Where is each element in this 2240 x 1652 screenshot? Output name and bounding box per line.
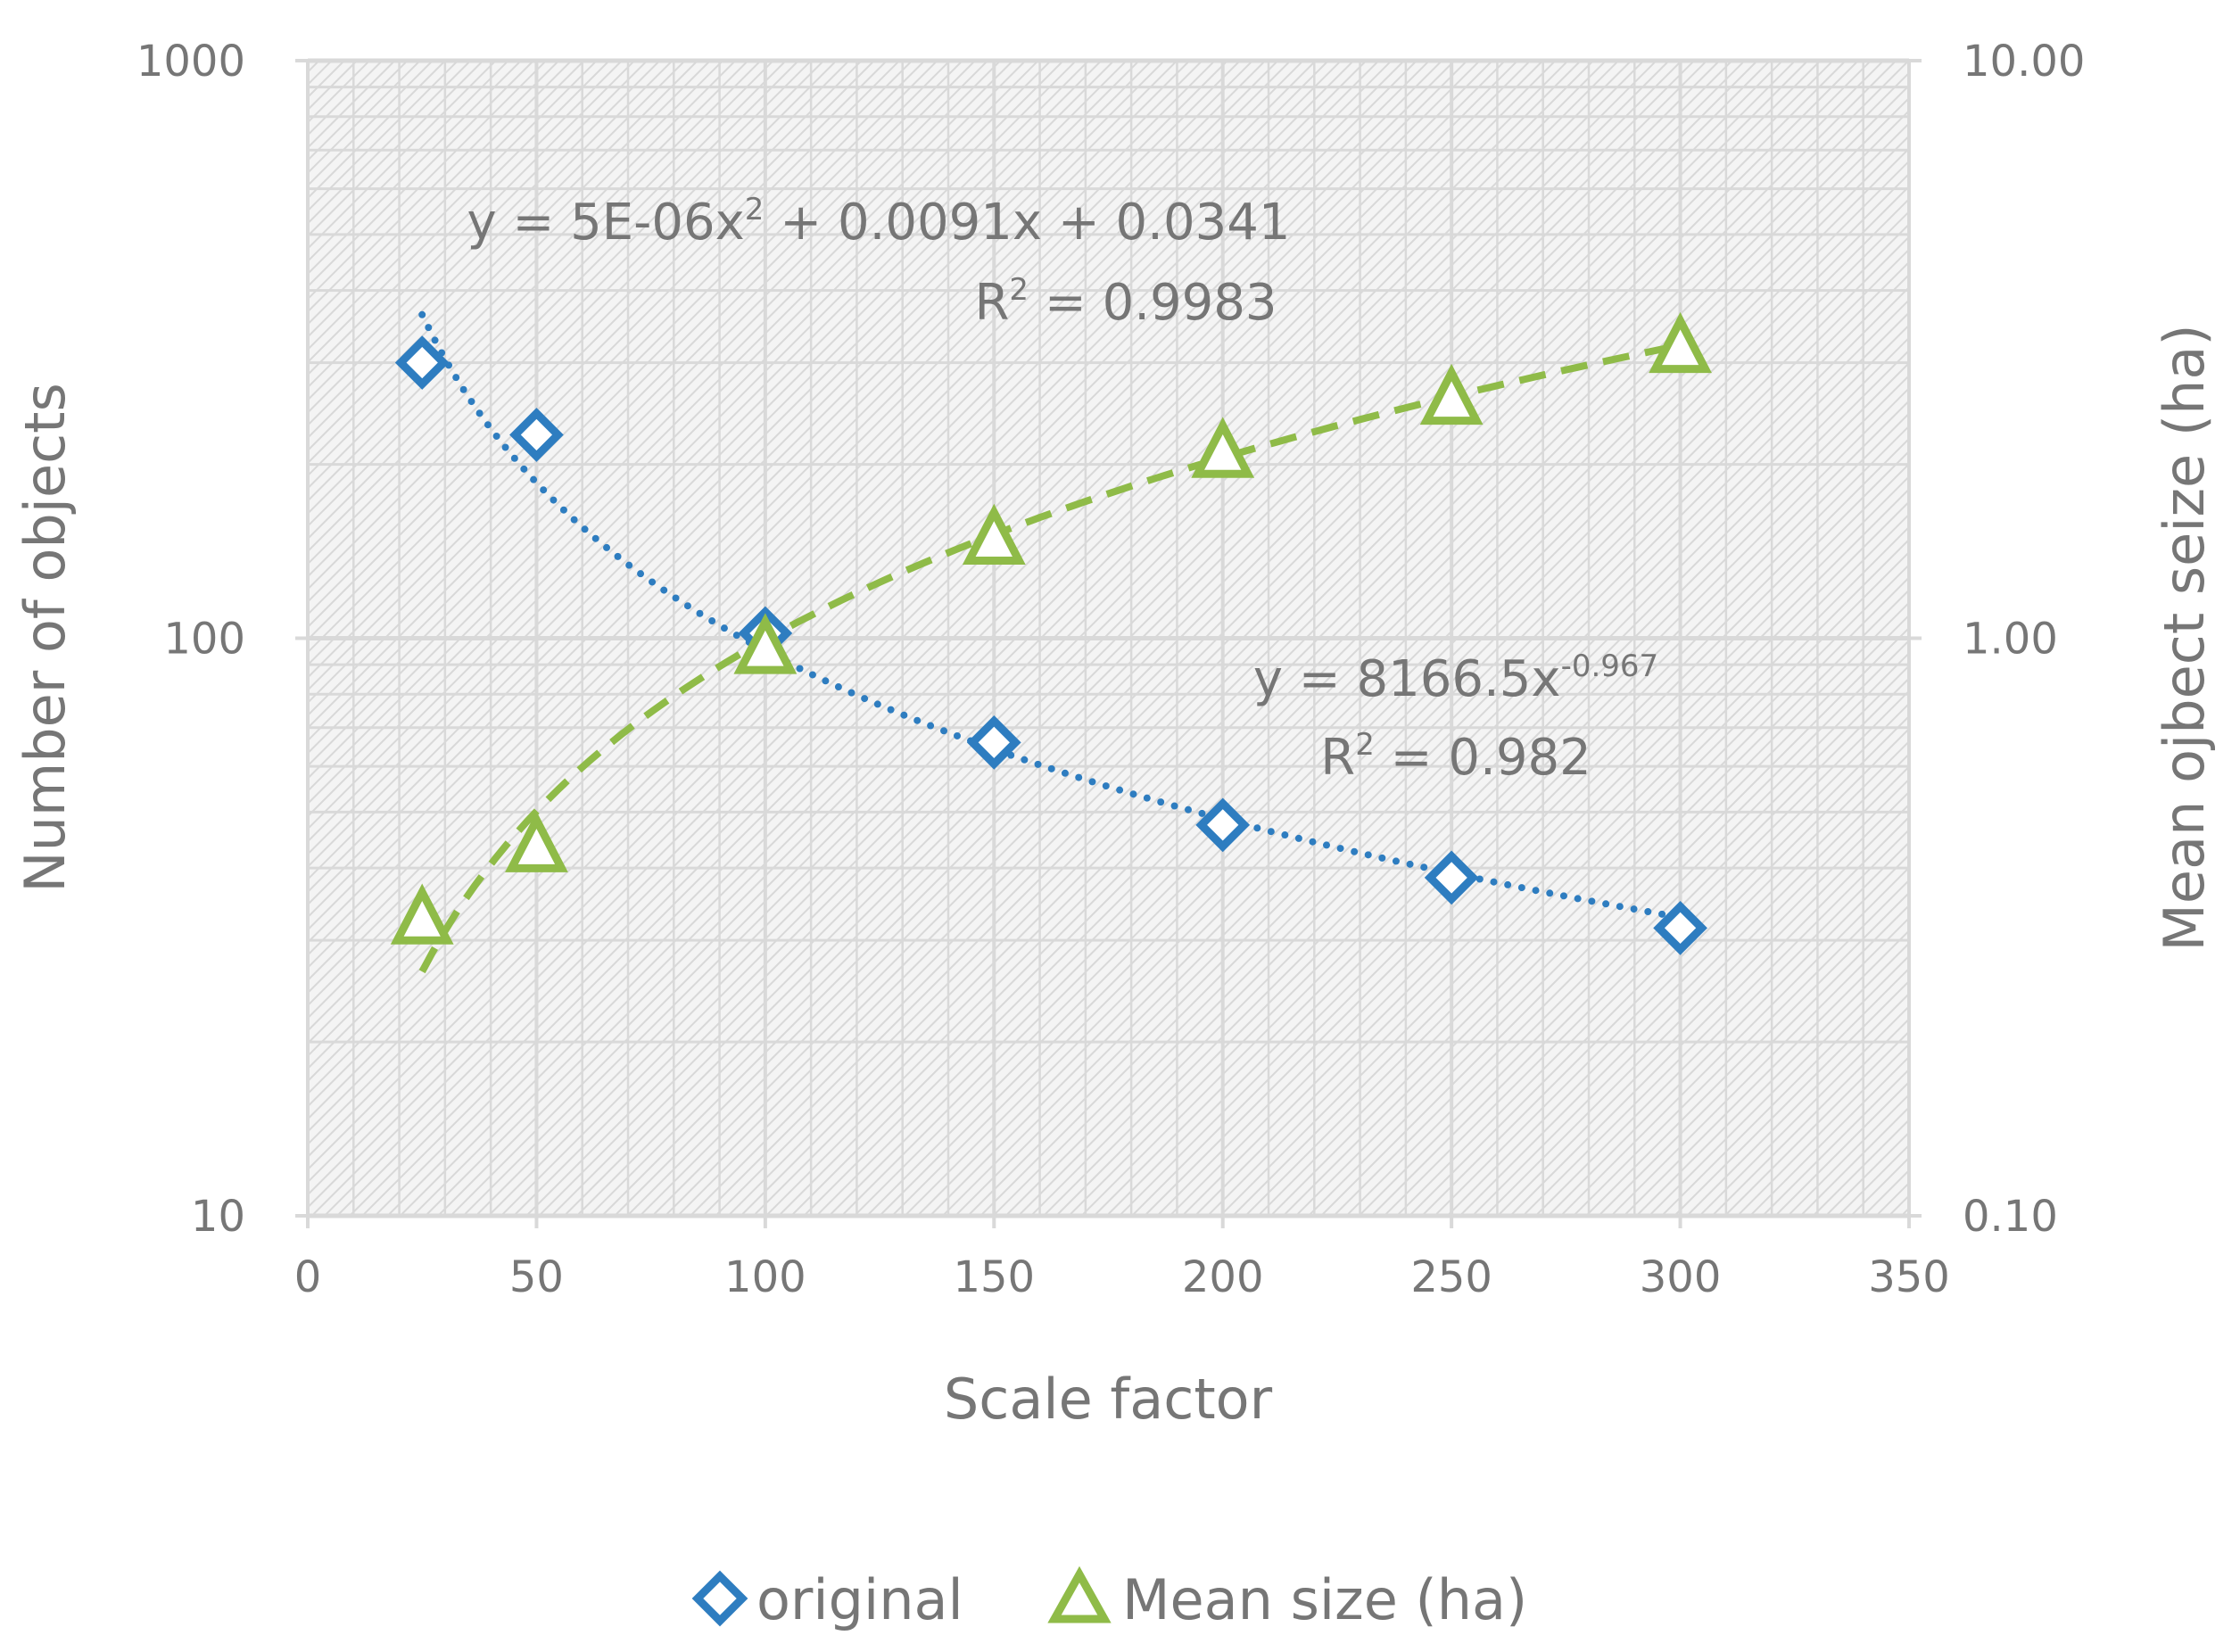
- y-right-tick-label: 10.00: [1963, 37, 2085, 87]
- mean-size-point: [733, 613, 798, 674]
- legend-label-original: original: [756, 1567, 963, 1632]
- mean-size-point: [390, 883, 454, 945]
- trendlines: [418, 310, 1684, 974]
- mean-size-point: [1649, 311, 1712, 374]
- gridlines: [306, 58, 1911, 1218]
- mean-size-point: [962, 503, 1026, 565]
- x-tick-label: 0: [294, 1252, 322, 1302]
- original-point: [966, 714, 1021, 770]
- x-tick-label: 50: [509, 1252, 564, 1302]
- x-tick-label: 100: [724, 1252, 806, 1302]
- legend-triangle-icon: [1047, 1565, 1112, 1623]
- original-point: [394, 335, 450, 390]
- poly-r-squared: R2 = 0.9983: [974, 272, 1277, 332]
- data-markers: [390, 311, 1712, 955]
- x-tick-label: 300: [1640, 1252, 1722, 1302]
- x-tick-label: 350: [1868, 1252, 1950, 1302]
- y-left-tick-label: 10: [191, 1192, 245, 1242]
- x-tick-label: 150: [953, 1252, 1035, 1302]
- mean-size-point: [505, 811, 568, 872]
- poly-trendline: [418, 342, 1682, 974]
- y-axis-left-title: Number of objects: [12, 383, 78, 893]
- original-point: [1424, 850, 1479, 905]
- x-axis-title: Scale factor: [944, 1367, 1273, 1432]
- x-tick-label: 250: [1410, 1252, 1492, 1302]
- y-right-tick-label: 0.10: [1963, 1192, 2058, 1242]
- poly-equation: y = 5E-06x2 + 0.0091x + 0.0341: [467, 192, 1291, 252]
- legend: original Mean size (ha): [691, 1565, 1527, 1632]
- x-tick-label: 200: [1182, 1252, 1264, 1302]
- legend-label-mean-size: Mean size (ha): [1122, 1567, 1527, 1632]
- mean-size-point: [1419, 363, 1484, 425]
- mean-size-point: [1191, 417, 1255, 478]
- y-left-tick-label: 100: [163, 615, 245, 665]
- y-axis-right-title: Mean ojbect seize (ha): [2152, 324, 2217, 951]
- original-point: [1195, 797, 1251, 853]
- y-left-tick-label: 1000: [136, 37, 245, 87]
- original-point: [509, 408, 564, 462]
- legend-diamond-icon: [691, 1570, 748, 1627]
- power-equation: y = 8166.5x-0.967: [1253, 648, 1658, 708]
- power-r-squared: R2 = 0.982: [1320, 727, 1591, 787]
- power-trendline: [418, 310, 1684, 921]
- y-right-tick-label: 1.00: [1963, 615, 2058, 665]
- axes: 0 50 100 150 200 250 300 350 10 100 1000 0.10 1.00 10…: [136, 37, 2086, 1302]
- original-point: [1653, 900, 1707, 955]
